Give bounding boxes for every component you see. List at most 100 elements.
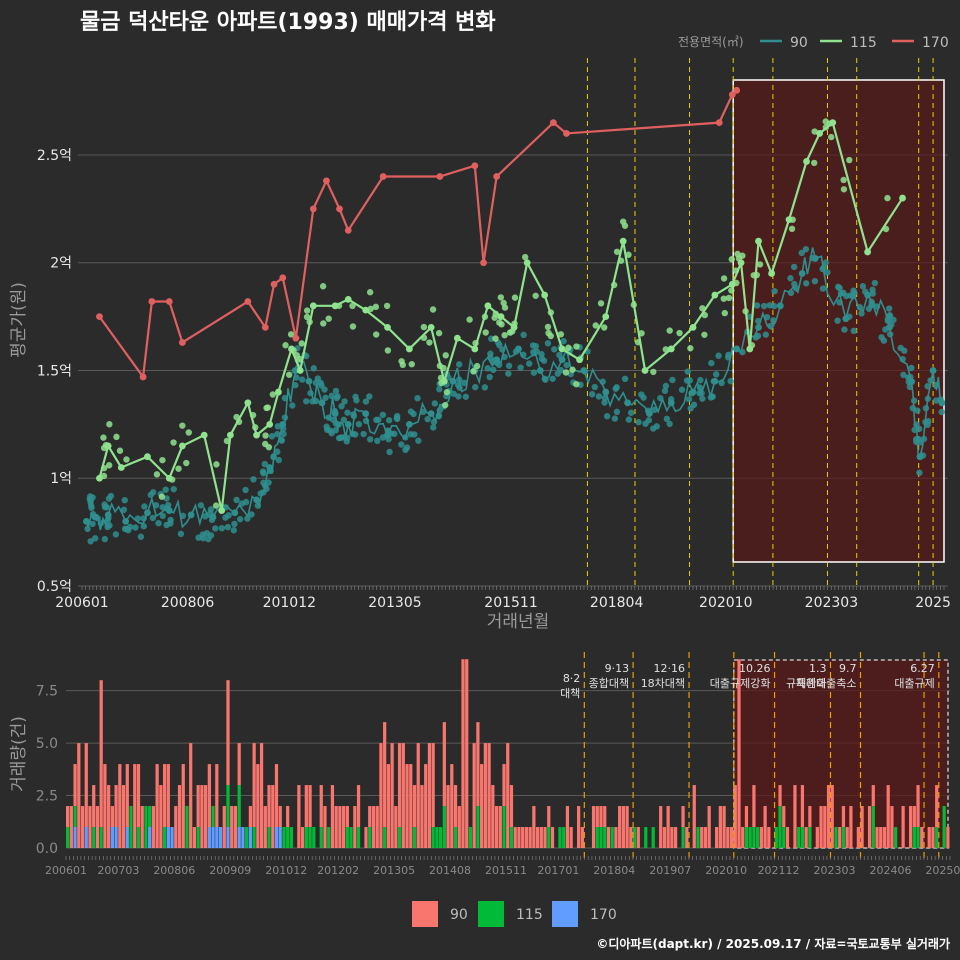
data-point-170 bbox=[270, 280, 278, 288]
scatter-point-90 bbox=[233, 496, 240, 504]
volume-bar-90 bbox=[685, 827, 689, 848]
volume-bar-90 bbox=[916, 785, 920, 828]
volume-bar-90 bbox=[371, 806, 376, 848]
scatter-point-90 bbox=[132, 524, 139, 531]
scatter-point-115 bbox=[676, 329, 683, 337]
scatter-point-90 bbox=[340, 416, 348, 424]
volume-bar-115 bbox=[453, 827, 458, 848]
scatter-point-115 bbox=[569, 366, 576, 373]
scatter-point-90 bbox=[708, 359, 715, 367]
scatter-point-115 bbox=[264, 404, 272, 411]
volume-bar-115 bbox=[383, 827, 387, 848]
x-tick-bottom: 202406 bbox=[869, 864, 911, 877]
scatter-point-115 bbox=[399, 361, 406, 369]
scatter-point-115 bbox=[185, 429, 192, 436]
volume-bar-90 bbox=[487, 743, 491, 848]
volume-bar-115 bbox=[756, 827, 760, 848]
data-point-115 bbox=[178, 442, 186, 450]
scatter-point-115 bbox=[828, 133, 835, 141]
volume-bar-170 bbox=[248, 827, 252, 848]
volume-bar-115 bbox=[185, 806, 189, 848]
data-point-90 bbox=[91, 513, 99, 521]
volume-bar-115 bbox=[808, 827, 812, 848]
volume-bar-115 bbox=[368, 827, 372, 848]
scatter-point-115 bbox=[282, 342, 289, 349]
data-point-90 bbox=[602, 388, 610, 396]
data-point-115 bbox=[711, 291, 719, 299]
volume-bar-90 bbox=[524, 827, 529, 848]
volume-bar-170 bbox=[215, 827, 219, 848]
x-tick-bottom: 201701 bbox=[537, 864, 579, 877]
volume-bar-90 bbox=[528, 827, 532, 848]
scatter-point-90 bbox=[661, 387, 669, 395]
volume-bar-90 bbox=[886, 785, 890, 848]
scatter-point-115 bbox=[287, 331, 295, 338]
scatter-point-90 bbox=[685, 396, 693, 403]
scatter-point-115 bbox=[521, 253, 529, 261]
volume-bar-170 bbox=[211, 827, 215, 848]
y-axis-label-top: 평균가(원) bbox=[9, 282, 29, 358]
scatter-point-115 bbox=[756, 261, 764, 268]
volume-bar-90 bbox=[625, 806, 629, 848]
data-point-170 bbox=[292, 334, 300, 342]
scatter-point-90 bbox=[611, 415, 619, 422]
volume-bar-90 bbox=[308, 785, 312, 828]
volume-bar-90 bbox=[453, 785, 458, 828]
data-point-115 bbox=[275, 388, 282, 396]
volume-bar-115 bbox=[73, 806, 77, 828]
scatter-point-90 bbox=[338, 403, 345, 410]
y-tick-top: 2.5억 bbox=[37, 148, 72, 164]
scatter-point-90 bbox=[517, 364, 524, 371]
volume-bar-115 bbox=[894, 827, 898, 848]
volume-bar-90 bbox=[912, 806, 916, 828]
scatter-point-115 bbox=[491, 314, 498, 321]
volume-bar-90 bbox=[565, 806, 570, 848]
x-tick-top: 201804 bbox=[590, 595, 644, 611]
x-tick-top: 201305 bbox=[368, 595, 421, 611]
volume-bar-90 bbox=[606, 827, 611, 848]
data-point-115 bbox=[309, 302, 317, 310]
volume-bar-90 bbox=[174, 806, 178, 848]
scatter-point-115 bbox=[466, 316, 473, 323]
volume-bar-170 bbox=[114, 827, 118, 848]
volume-bar-90 bbox=[670, 827, 674, 848]
volume-bar-115 bbox=[345, 827, 349, 848]
scatter-point-90 bbox=[121, 525, 129, 533]
volume-bar-115 bbox=[442, 806, 446, 848]
data-point-90 bbox=[811, 255, 819, 262]
scatter-point-90 bbox=[393, 415, 401, 422]
scatter-point-90 bbox=[666, 420, 673, 428]
volume-bar-115 bbox=[267, 827, 271, 848]
data-point-90 bbox=[253, 496, 260, 504]
scatter-point-90 bbox=[914, 407, 921, 414]
policy-label: 9·13 종합대책 bbox=[589, 662, 629, 690]
scatter-point-115 bbox=[482, 329, 489, 336]
data-point-115 bbox=[296, 367, 304, 374]
scatter-point-115 bbox=[728, 256, 735, 263]
scatter-point-115 bbox=[175, 465, 182, 472]
volume-bar-115 bbox=[286, 827, 290, 848]
data-point-115 bbox=[737, 259, 745, 267]
volume-bar-115 bbox=[468, 827, 473, 848]
scatter-point-90 bbox=[248, 511, 255, 518]
volume-bar-115 bbox=[696, 827, 700, 848]
volume-bar-90 bbox=[334, 806, 338, 848]
scatter-point-115 bbox=[100, 434, 107, 441]
volume-bar-90 bbox=[621, 806, 625, 848]
scatter-point-90 bbox=[244, 515, 251, 522]
x-tick-bottom: 202010 bbox=[705, 864, 747, 877]
data-point-170 bbox=[733, 86, 741, 94]
x-tick-top: 2025 bbox=[915, 595, 951, 611]
data-point-115 bbox=[576, 356, 583, 364]
volume-bar-90 bbox=[267, 785, 271, 828]
volume-bar-90 bbox=[666, 806, 670, 848]
scatter-point-90 bbox=[753, 302, 761, 309]
volume-bar-90 bbox=[330, 785, 335, 848]
policy-label: 12·16 18차대책 bbox=[641, 662, 685, 690]
volume-bar-90 bbox=[718, 806, 722, 848]
scatter-point-115 bbox=[592, 322, 599, 329]
data-point-90 bbox=[916, 453, 924, 461]
volume-bar-115 bbox=[226, 785, 230, 828]
scatter-point-115 bbox=[426, 339, 433, 346]
price-panel: 0.5억 1억 1.5억 2억 2.5억 200601 200806 201012 201305… bbox=[37, 58, 951, 611]
